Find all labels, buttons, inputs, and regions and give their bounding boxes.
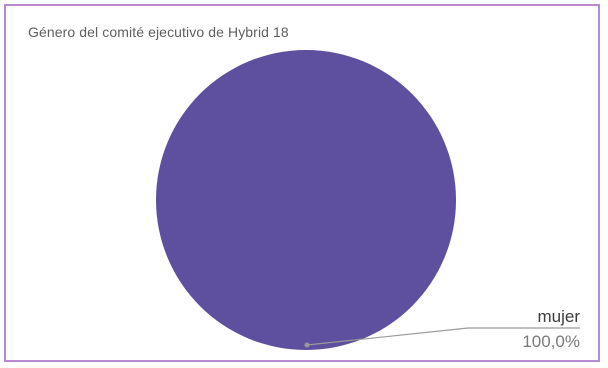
chart-title: Género del comité ejecutivo de Hybrid 18 (28, 24, 289, 40)
slice-value-mujer: 100,0% (522, 332, 580, 351)
pie-slices (156, 50, 456, 350)
slice-label-mujer: mujer (537, 307, 580, 326)
pie-slice-mujer (156, 50, 456, 350)
pie-labels: mujer 100,0% (304, 307, 580, 351)
leader-dot (304, 342, 310, 348)
leader-line (306, 327, 580, 346)
